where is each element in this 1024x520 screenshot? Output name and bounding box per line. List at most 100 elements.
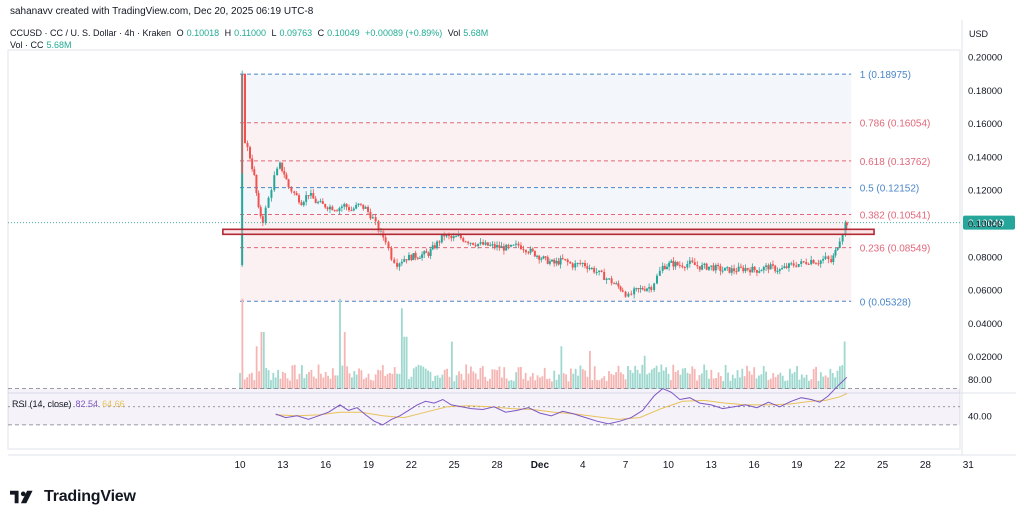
- candle-body: [551, 259, 554, 262]
- fib-zone: [240, 122, 852, 161]
- fib-level-label: 0.786 (0.16054): [860, 119, 931, 130]
- volume-bar: [584, 370, 587, 389]
- candle-body: [771, 264, 774, 266]
- candle-body: [431, 245, 434, 250]
- candle-body: [270, 190, 273, 198]
- close-label: C: [317, 28, 325, 38]
- volume-bar: [793, 371, 796, 389]
- volume-bar: [684, 368, 687, 389]
- volume-bar: [391, 373, 394, 389]
- time-tick-label: 22: [406, 460, 418, 471]
- candle-body: [502, 246, 505, 251]
- time-tick-label: 22: [834, 460, 846, 471]
- candle-body: [352, 208, 355, 211]
- candle-body: [579, 263, 582, 265]
- volume-bar: [838, 366, 841, 389]
- fib-level-label: 0.618 (0.13762): [860, 157, 931, 168]
- candle-body: [302, 201, 305, 206]
- candle-body: [443, 234, 446, 237]
- candle-body: [584, 263, 587, 267]
- volume-bar: [529, 376, 532, 389]
- volume-bar: [484, 376, 487, 389]
- volume-bar: [600, 378, 603, 389]
- candle-body: [767, 265, 770, 270]
- volume-bar: [615, 372, 618, 389]
- candle-body: [253, 169, 256, 175]
- candle-body: [350, 210, 353, 212]
- candle-body: [641, 288, 644, 290]
- volume-bar: [805, 374, 808, 389]
- candle-body: [830, 259, 833, 263]
- volume-bar: [334, 375, 337, 389]
- candle-body: [650, 287, 653, 291]
- price-tick-label: 0.06000: [968, 286, 1002, 297]
- candle-body: [653, 283, 656, 291]
- candle-body: [536, 255, 539, 257]
- tradingview-brand[interactable]: TradingView: [10, 488, 136, 506]
- candle-body: [674, 262, 677, 267]
- candle-body: [400, 261, 403, 264]
- volume-legend[interactable]: Vol · CC 5.68M: [10, 40, 75, 50]
- candle-body: [273, 175, 276, 191]
- candle-body: [678, 264, 681, 266]
- candle-body: [712, 265, 715, 271]
- candle-body: [493, 244, 496, 248]
- volume-bar: [293, 364, 296, 389]
- candle-body: [343, 204, 346, 207]
- volume-bar: [629, 370, 632, 389]
- candle-body: [627, 293, 630, 297]
- volume-bar: [424, 368, 427, 389]
- candle-body: [723, 267, 726, 271]
- price-tick-label: 0.08000: [968, 252, 1002, 263]
- candle-body: [359, 203, 362, 205]
- candle-body: [338, 207, 341, 212]
- volume-bar: [355, 374, 358, 389]
- candle-body: [355, 204, 358, 209]
- volume-bar: [536, 375, 539, 389]
- volume-bar: [641, 364, 644, 389]
- candle-body: [548, 261, 551, 264]
- rsi-legend[interactable]: RSI (14, close) 82.54 64.66: [12, 399, 125, 409]
- time-tick-label: 25: [877, 460, 889, 471]
- volume-bar: [422, 366, 425, 389]
- volume-bar: [650, 369, 653, 389]
- volume-bar: [836, 370, 839, 389]
- volume-bar: [358, 368, 360, 389]
- candle-body: [559, 258, 562, 265]
- volume-bar: [439, 377, 441, 389]
- candle-body: [610, 278, 613, 284]
- candle-body: [676, 262, 679, 265]
- volume-bar: [619, 372, 622, 389]
- volume-bars: [239, 298, 846, 389]
- volume-bar: [788, 368, 791, 389]
- volume-bar: [636, 369, 639, 389]
- volume-bar: [612, 374, 615, 389]
- volume-bar: [396, 373, 399, 389]
- volume-bar: [405, 336, 408, 389]
- candle-body: [464, 241, 467, 243]
- candle-body: [489, 244, 492, 246]
- volume-bar: [284, 373, 287, 389]
- candle-body: [737, 266, 740, 272]
- volume-bar: [460, 373, 463, 389]
- candle-body: [317, 202, 320, 204]
- candle-body: [760, 270, 763, 272]
- symbol-title[interactable]: CCUSD · CC / U. S. Dollar · 4h · Kraken: [10, 28, 172, 38]
- volume-bar: [339, 298, 341, 389]
- volume-bar: [260, 332, 263, 389]
- candle-body: [267, 197, 270, 208]
- candle-body: [795, 265, 798, 267]
- candle-body: [787, 263, 790, 268]
- candle-body: [527, 252, 530, 254]
- fib-zone: [240, 74, 852, 123]
- volume-bar: [562, 373, 565, 389]
- candle-body: [457, 234, 460, 237]
- candle-body: [755, 270, 758, 273]
- currency-label[interactable]: USD: [969, 29, 989, 39]
- symbol-header[interactable]: CCUSD · CC / U. S. Dollar · 4h · Kraken …: [10, 28, 491, 38]
- candle-body: [802, 261, 805, 263]
- volume-bar: [843, 341, 846, 389]
- candle-body: [645, 288, 648, 291]
- candle-body: [714, 264, 717, 271]
- candle-body: [812, 259, 815, 264]
